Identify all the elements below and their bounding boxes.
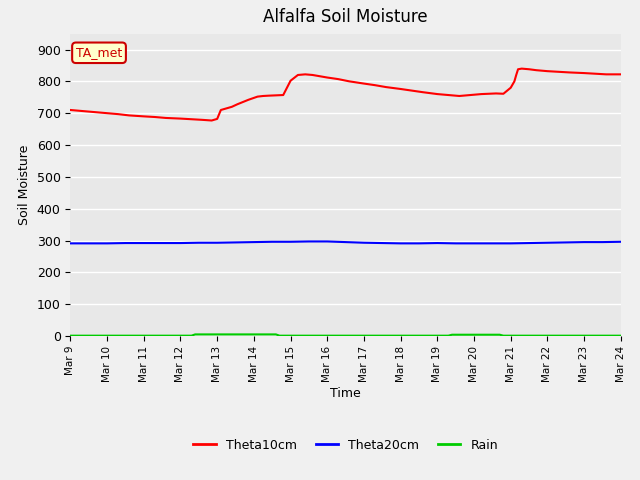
Theta20cm <box>415 240 423 246</box>
Y-axis label: Soil Moisture: Soil Moisture <box>18 144 31 225</box>
Theta20cm <box>562 240 570 245</box>
Theta20cm <box>177 240 184 246</box>
Theta10cm <box>518 66 525 72</box>
Theta20cm <box>85 240 93 246</box>
Theta10cm <box>308 72 316 78</box>
Theta10cm <box>602 72 610 77</box>
Theta20cm <box>67 240 74 246</box>
Line: Theta10cm: Theta10cm <box>70 69 621 120</box>
Line: Rain: Rain <box>70 335 621 336</box>
Rain <box>272 332 280 337</box>
Theta20cm <box>488 240 496 246</box>
Theta20cm <box>305 239 313 244</box>
X-axis label: Time: Time <box>330 387 361 400</box>
Rain <box>617 333 625 338</box>
Theta20cm <box>158 240 166 246</box>
Theta10cm <box>208 118 216 123</box>
Theta10cm <box>617 72 625 77</box>
Theta20cm <box>617 239 625 245</box>
Theta20cm <box>397 240 404 246</box>
Theta20cm <box>378 240 386 246</box>
Theta20cm <box>543 240 551 246</box>
Theta20cm <box>470 240 478 246</box>
Rain <box>188 333 195 338</box>
Theta20cm <box>433 240 441 246</box>
Rain <box>500 333 508 338</box>
Title: Alfalfa Soil Moisture: Alfalfa Soil Moisture <box>263 9 428 26</box>
Theta20cm <box>213 240 221 246</box>
Theta20cm <box>287 239 294 245</box>
Theta20cm <box>598 239 606 245</box>
Theta20cm <box>507 240 515 246</box>
Theta10cm <box>67 107 74 113</box>
Theta20cm <box>360 240 368 246</box>
Theta10cm <box>244 97 252 103</box>
Legend: Theta10cm, Theta20cm, Rain: Theta10cm, Theta20cm, Rain <box>188 434 503 457</box>
Theta20cm <box>452 240 460 246</box>
Theta20cm <box>140 240 148 246</box>
Theta20cm <box>250 239 258 245</box>
Theta20cm <box>525 240 533 246</box>
Rain <box>276 333 284 338</box>
Theta20cm <box>232 240 239 245</box>
Text: TA_met: TA_met <box>76 46 122 59</box>
Theta20cm <box>580 239 588 245</box>
Theta20cm <box>195 240 203 246</box>
Theta10cm <box>234 101 241 107</box>
Line: Theta20cm: Theta20cm <box>70 241 621 243</box>
Rain <box>448 332 456 337</box>
Theta20cm <box>268 239 276 245</box>
Rain <box>445 333 452 338</box>
Theta20cm <box>323 239 331 244</box>
Rain <box>496 332 504 337</box>
Rain <box>67 333 74 338</box>
Theta10cm <box>323 75 331 81</box>
Theta20cm <box>342 239 349 245</box>
Theta20cm <box>122 240 129 246</box>
Theta10cm <box>470 92 478 97</box>
Theta20cm <box>103 240 111 246</box>
Rain <box>191 332 199 337</box>
